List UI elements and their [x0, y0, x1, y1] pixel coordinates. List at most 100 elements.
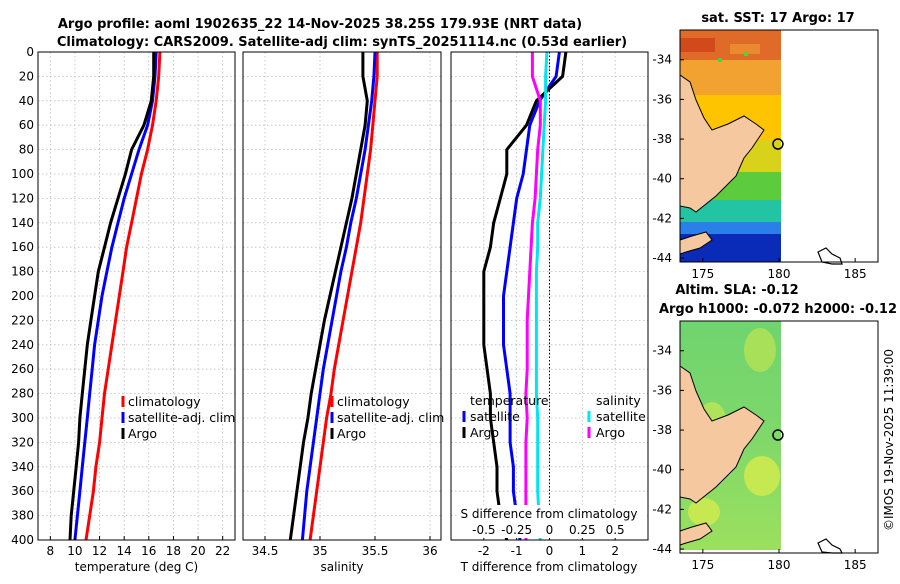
lat-tick-label: -38 — [652, 132, 672, 146]
x-tick-label: 10 — [67, 544, 82, 558]
sla-map: Altim. SLA: -0.12 Argo h1000: -0.072 h20… — [652, 283, 897, 572]
x-tick-label: 22 — [215, 544, 230, 558]
s-tick-label: 0 — [546, 523, 554, 537]
temperature-axis-label: temperature (deg C) — [75, 560, 198, 574]
lon-tick-label: 180 — [768, 267, 791, 281]
sla-map-title-line2: Argo h1000: -0.072 h2000: -0.12 — [659, 302, 897, 317]
depth-tick-label: 160 — [11, 240, 34, 254]
s-diff-axis-label: S difference from climatology — [461, 507, 638, 521]
x-tick-label: 16 — [141, 544, 156, 558]
salinity-climatology-line — [308, 52, 379, 540]
s-tick-label: 0.5 — [606, 523, 625, 537]
difference-legend: temperature satellite Argo salinity sate… — [462, 393, 646, 440]
sst-green-dot — [718, 58, 722, 62]
temperature-satellite-line — [73, 52, 158, 540]
salinity-axis-label: salinity — [320, 560, 363, 574]
sst-lat-tick-labels: -34 -36 -38 -40 -42 -44 — [652, 53, 684, 265]
figure-title-line2: Climatology: CARS2009. Satellite-adj cli… — [57, 35, 627, 50]
x-tick-label: 1 — [579, 544, 587, 558]
sst-teal-band — [680, 200, 781, 222]
x-tick-label: 14 — [117, 544, 132, 558]
lat-tick-label: -38 — [652, 423, 672, 437]
t-diff-satellite-line — [502, 52, 561, 540]
x-tick-label: 0 — [546, 544, 554, 558]
lat-tick-label: -42 — [652, 502, 672, 516]
depth-tick-label: 340 — [11, 460, 34, 474]
difference-panel: -2 -1 0 1 2 S difference from climatology -0… — [450, 51, 649, 574]
legend-argo-label: Argo — [337, 426, 366, 441]
imos-credit: ©IMOS 19-Nov-2025 11:39:00 — [882, 349, 896, 531]
sla-lon-tick-labels: 175 180 185 — [691, 549, 867, 572]
depth-tick-labels: 0 20 40 60 80 100 120 140 160 180 200 220 240 260 280 3… — [11, 45, 34, 547]
sla-high-patch — [744, 328, 776, 372]
x-tick-label: 36 — [422, 544, 437, 558]
depth-tick-label: 400 — [11, 533, 34, 547]
sla-high-patch — [744, 456, 780, 496]
sst-green-dot — [744, 52, 748, 56]
lon-tick-label: 180 — [768, 558, 791, 572]
sla-map-title-line1: Altim. SLA: -0.12 — [675, 283, 798, 298]
s-diff-argo-line — [524, 52, 542, 540]
depth-tick-label: 100 — [11, 167, 34, 181]
lat-tick-label: -34 — [652, 53, 672, 67]
difference-grid — [451, 51, 648, 541]
depth-tick-label: 120 — [11, 191, 34, 205]
t-diff-tick-labels: -2 -1 0 1 2 — [478, 536, 619, 558]
legend-satellite-label: satellite-adj. clim — [128, 410, 235, 425]
s-diff-satellite-line — [534, 52, 549, 540]
x-tick-label: 34.5 — [252, 544, 279, 558]
legend-climatology-label: climatology — [337, 394, 410, 409]
salinity-frame — [242, 51, 442, 541]
temperature-panel: 0 20 40 60 80 100 120 140 160 180 200 220 240 260 280 3… — [11, 45, 236, 574]
lat-tick-label: -36 — [652, 383, 672, 397]
s-tick-label: -0.25 — [501, 523, 532, 537]
sla-high-patch — [688, 498, 720, 526]
legend-s-argo-label: Argo — [596, 425, 625, 440]
t-diff-argo-line — [482, 52, 568, 540]
salinity-grid — [243, 51, 441, 541]
sst-orange-patch — [730, 44, 760, 54]
temperature-legend: climatology satellite-adj. clim Argo — [121, 394, 235, 441]
sst-map-title: sat. SST: 17 Argo: 17 — [701, 11, 854, 26]
salinity-argo-line — [288, 52, 369, 540]
legend-argo-label: Argo — [128, 426, 157, 441]
x-tick-label: -2 — [478, 544, 490, 558]
x-tick-label: 2 — [611, 544, 619, 558]
sst-field — [680, 30, 781, 262]
sst-map: sat. SST: 17 Argo: 17 -34 -36 -38 -40 -42 -44… — [652, 11, 879, 281]
sst-blue-band — [680, 222, 781, 234]
depth-tick-label: 80 — [19, 143, 34, 157]
sla-land-south-island — [679, 522, 713, 546]
sst-float-marker — [772, 138, 784, 150]
t-diff-axis-label: T difference from climatology — [460, 560, 638, 574]
lon-tick-label: 185 — [844, 267, 867, 281]
temperature-frame — [37, 51, 236, 541]
depth-tick-label: 0 — [26, 45, 34, 59]
lat-tick-label: -44 — [652, 251, 672, 265]
salinity-legend: climatology satellite-adj. clim Argo — [330, 394, 444, 441]
sst-land-south-island — [679, 231, 713, 255]
salinity-panel: 34.5 35 35.5 36 salinity climatology satell… — [242, 51, 444, 574]
lat-tick-label: -40 — [652, 172, 672, 186]
depth-tick-label: 40 — [19, 94, 34, 108]
legend-t-argo-label: Argo — [470, 425, 499, 440]
x-tick-label: 35 — [312, 544, 327, 558]
depth-tick-label: 20 — [19, 69, 34, 83]
legend-s-satellite-label: satellite — [596, 409, 646, 424]
depth-tick-label: 180 — [11, 265, 34, 279]
s-tick-label: -0.5 — [472, 523, 495, 537]
lon-tick-label: 185 — [844, 558, 867, 572]
depth-tick-label: 360 — [11, 484, 34, 498]
depth-tick-label: 260 — [11, 362, 34, 376]
x-tick-label: -1 — [511, 544, 523, 558]
depth-tick-label: 140 — [11, 216, 34, 230]
lat-tick-label: -44 — [652, 542, 672, 556]
depth-tick-label: 300 — [11, 411, 34, 425]
s-diff-tick-labels: -0.5 -0.25 0 0.25 0.5 — [472, 523, 625, 537]
x-tick-label: 20 — [190, 544, 205, 558]
temperature-tick-labels: 8 10 12 14 16 18 20 22 — [46, 536, 230, 558]
legend-climatology-label: climatology — [128, 394, 201, 409]
depth-tick-label: 200 — [11, 289, 34, 303]
sst-land-north-island — [679, 74, 765, 213]
